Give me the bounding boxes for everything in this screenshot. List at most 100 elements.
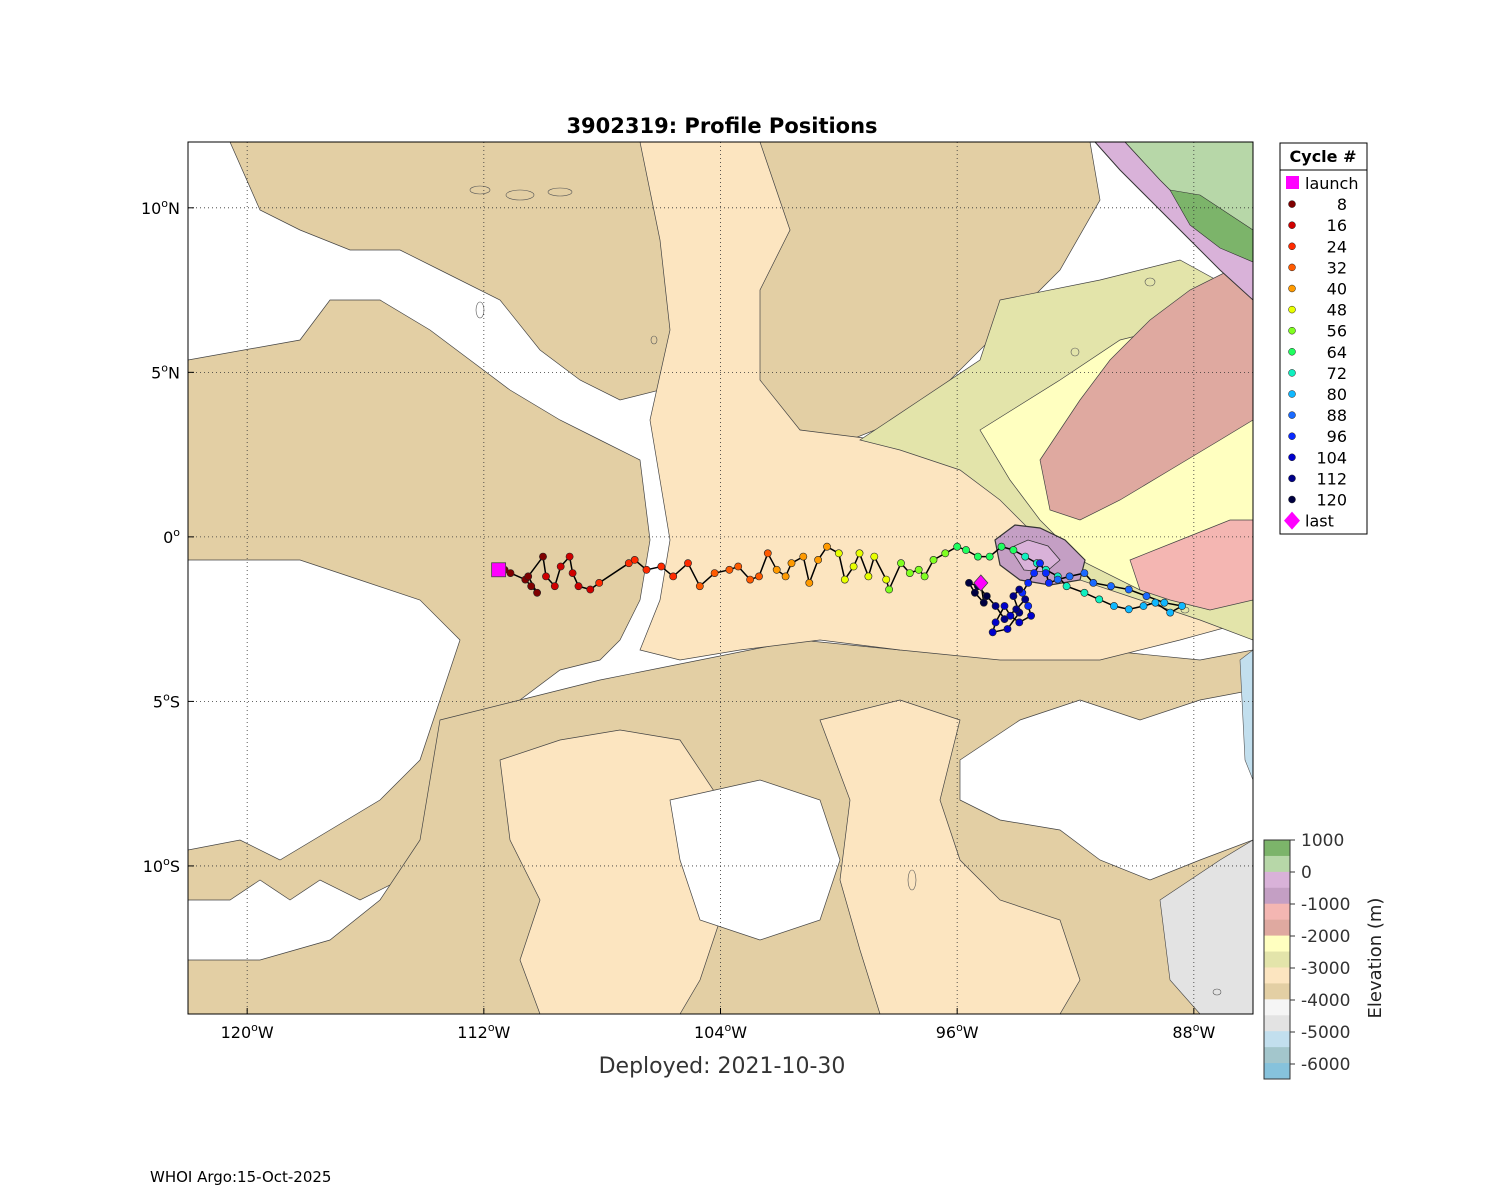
profile-point: [595, 579, 604, 587]
profile-point: [1009, 546, 1018, 554]
legend-label: 8: [1337, 195, 1347, 214]
legend-items: launch 8 16 24 32 40 48 56 64 72 80 88 96 104 112 120 la…: [1284, 174, 1358, 531]
profile-point: [834, 549, 843, 558]
profile-point: [1160, 598, 1169, 607]
profile-point: [979, 598, 988, 607]
profile-point: [1080, 569, 1089, 577]
legend-dot-swatch: [1288, 305, 1296, 314]
colorbar-band: [1264, 871, 1290, 889]
profile-point: [823, 542, 831, 551]
profile-point: [1045, 579, 1053, 587]
legend-label: 72: [1327, 364, 1347, 383]
bathy-hole-south: [669, 779, 841, 941]
cycle-legend: Cycle # launch 8 16 24 32 40 48 56 64 72 80 88 96 104…: [1279, 142, 1368, 535]
plot-title: 3902319: Profile Positions: [566, 114, 877, 138]
profile-point: [1062, 582, 1071, 591]
profile-point: [684, 559, 692, 568]
colorbar-band: [1264, 1047, 1290, 1064]
profile-point: [669, 572, 678, 581]
legend-dot-swatch: [1288, 369, 1296, 377]
profile-point: [710, 569, 719, 577]
legend-title: Cycle #: [1290, 147, 1357, 166]
profile-point: [1015, 618, 1024, 627]
profile-point: [805, 579, 814, 587]
legend-box: [1279, 142, 1368, 535]
profile-point: [642, 565, 651, 574]
profile-point: [1009, 592, 1018, 600]
colorbar-label: -6000: [1301, 1055, 1350, 1075]
legend-label: 88: [1327, 406, 1347, 425]
profile-point: [539, 552, 547, 561]
colorbar-band: [1264, 887, 1290, 905]
legend-label: 24: [1327, 237, 1347, 256]
profile-point: [920, 572, 929, 581]
bathy-galapagos-inner: [1009, 539, 1061, 573]
profile-point: [542, 572, 550, 581]
profile-point: [885, 585, 893, 594]
profile-point: [527, 582, 536, 591]
lon-tick-label: 104oW: [694, 1021, 747, 1042]
profile-point: [799, 552, 808, 561]
profile-point: [1006, 611, 1015, 620]
profile-point: [953, 542, 962, 551]
profile-point: [997, 542, 1006, 551]
lat-tick-label: 10oS: [143, 855, 180, 876]
colorbar-band: [1264, 935, 1290, 953]
legend-dot-swatch: [1288, 495, 1296, 504]
map-area[interactable]: [187, 141, 1254, 1015]
legend-label: 112: [1316, 469, 1347, 488]
profile-point: [982, 592, 991, 600]
bathy-hole-east: [959, 689, 1253, 881]
lon-tick-label: 88oW: [1172, 1021, 1215, 1042]
bathy-land: [1169, 189, 1253, 263]
profile-point: [1151, 598, 1160, 607]
profile-point: [755, 572, 763, 581]
profile-point: [1000, 602, 1009, 610]
profile-point: [565, 552, 574, 561]
profile-point: [1012, 605, 1021, 614]
profile-point: [991, 618, 1000, 627]
profile-point: [1107, 582, 1115, 591]
legend-dot-swatch: [1288, 432, 1296, 440]
lat-tick-label: 0o: [163, 526, 180, 547]
colorbar-label: -5000: [1301, 1023, 1350, 1043]
legend-label: 32: [1327, 258, 1347, 277]
lon-tick-label: 120oW: [221, 1021, 274, 1042]
profile-point: [657, 562, 666, 571]
legend-label: last: [1305, 512, 1334, 531]
colorbar-band: [1264, 1015, 1290, 1032]
profile-point: [840, 575, 849, 584]
profile-point: [814, 556, 822, 564]
profile-point: [1053, 575, 1062, 584]
profile-point: [1030, 569, 1038, 577]
legend-label: 48: [1327, 301, 1347, 320]
legend-dot-swatch: [1288, 453, 1296, 462]
profile-point: [586, 585, 595, 594]
profile-point: [988, 628, 997, 637]
profile-point: [725, 565, 734, 574]
float-trajectory: [491, 542, 1186, 637]
lon-tick-label: 96oW: [936, 1021, 979, 1042]
profile-point: [1065, 572, 1074, 581]
profile-point: [941, 549, 950, 558]
lon-tick-label: 112oW: [457, 1021, 510, 1042]
profile-point: [864, 572, 873, 581]
legend-dot-swatch: [1288, 221, 1296, 229]
bathy-hole-west: [188, 559, 461, 861]
profile-point: [1000, 615, 1009, 623]
profile-point: [734, 562, 743, 571]
lat-tick-label: 10oN: [141, 197, 180, 218]
colorbar-band: [1264, 967, 1290, 984]
bathy-pink-east: [1129, 519, 1253, 611]
colorbar-band: [1264, 983, 1290, 1000]
colorbar-band: [1264, 1031, 1290, 1048]
colorbar-bands: [1264, 840, 1290, 1080]
profile-point: [1166, 608, 1175, 617]
latitude-ticks: 10oN 5oN 0o 5oS 10oS: [141, 197, 194, 876]
profile-point: [1021, 552, 1030, 561]
bathy-south-american-slope: [1239, 649, 1253, 781]
profile-point: [1124, 605, 1133, 614]
profile-point: [882, 575, 891, 584]
profile-point: [870, 552, 879, 561]
